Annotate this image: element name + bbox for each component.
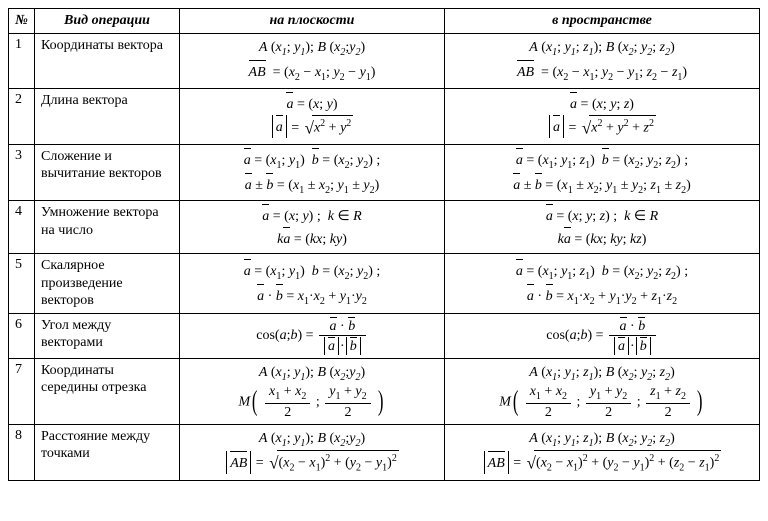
row-op: Координаты вектора bbox=[35, 34, 180, 89]
table-row: 1 Координаты вектора A (x1; y1); B (x2;y… bbox=[9, 34, 760, 89]
row-num: 5 bbox=[9, 254, 35, 314]
table-row: 5 Скалярное произведение векторов a = (x… bbox=[9, 254, 760, 314]
row5-space: a = (x1; y1; z1) b = (x2; y2; z2) ; a · … bbox=[445, 254, 760, 314]
row2-space: a = (x; y; z) a = √x2 + y2 + z2 bbox=[445, 88, 760, 144]
row8-plane: A (x1; y1); B (x2;y2) AB = √(x2 − x1)2 +… bbox=[180, 424, 445, 480]
table-row: 7 Координаты середины отрезка A (x1; y1)… bbox=[9, 358, 760, 424]
row-op: Скалярное произведение векторов bbox=[35, 254, 180, 314]
col-header-num: № bbox=[9, 9, 35, 34]
row4-plane: a = (x; y) ; k ∈ R ka = (kx; ky) bbox=[180, 201, 445, 254]
row7-space: A (x1; y1; z1); B (x2; y2; z2) M( x1 + x… bbox=[445, 358, 760, 424]
table-row: 6 Угол между векторами cos(a;b) = a · b … bbox=[9, 313, 760, 358]
row7-plane: A (x1; y1); B (x2;y2) M( x1 + x22 ; y1 +… bbox=[180, 358, 445, 424]
row8-space: A (x1; y1; z1); B (x2; y2; z2) AB = √(x2… bbox=[445, 424, 760, 480]
table-row: 4 Умножение вектора на число a = (x; y) … bbox=[9, 201, 760, 254]
row-op: Умножение вектора на число bbox=[35, 201, 180, 254]
col-header-op: Вид операции bbox=[35, 9, 180, 34]
col-header-plane: на плоскости bbox=[180, 9, 445, 34]
row-num: 7 bbox=[9, 358, 35, 424]
table-row: 8 Расстояние между точками A (x1; y1); B… bbox=[9, 424, 760, 480]
table-row: 2 Длина вектора a = (x; y) a = √x2 + y2 … bbox=[9, 88, 760, 144]
vector-operations-table: № Вид операции на плоскости в пространст… bbox=[8, 8, 760, 481]
row2-plane: a = (x; y) a = √x2 + y2 bbox=[180, 88, 445, 144]
row-num: 8 bbox=[9, 424, 35, 480]
row4-space: a = (x; y; z) ; k ∈ R ka = (kx; ky; kz) bbox=[445, 201, 760, 254]
row-num: 4 bbox=[9, 201, 35, 254]
row3-plane: a = (x1; y1) b = (x2; y2) ; a ± b = (x1 … bbox=[180, 144, 445, 201]
row6-plane: cos(a;b) = a · b a·b bbox=[180, 313, 445, 358]
table-row: 3 Сложение и вычитание векторов a = (x1;… bbox=[9, 144, 760, 201]
row-num: 3 bbox=[9, 144, 35, 201]
row5-plane: a = (x1; y1) b = (x2; y2) ; a · b = x1·x… bbox=[180, 254, 445, 314]
row-op: Длина вектора bbox=[35, 88, 180, 144]
row1-space: A (x1; y1; z1); B (x2; y2; z2) AB = (x2 … bbox=[445, 34, 760, 89]
row-op: Сложение и вычитание векторов bbox=[35, 144, 180, 201]
row-num: 1 bbox=[9, 34, 35, 89]
col-header-space: в пространстве bbox=[445, 9, 760, 34]
row3-space: a = (x1; y1; z1) b = (x2; y2; z2) ; a ± … bbox=[445, 144, 760, 201]
row-num: 2 bbox=[9, 88, 35, 144]
row-op: Угол между векторами bbox=[35, 313, 180, 358]
row6-space: cos(a;b) = a · b a·b bbox=[445, 313, 760, 358]
row-num: 6 bbox=[9, 313, 35, 358]
row-op: Расстояние между точками bbox=[35, 424, 180, 480]
table-header-row: № Вид операции на плоскости в пространст… bbox=[9, 9, 760, 34]
row1-plane: A (x1; y1); B (x2;y2) AB = (x2 − x1; y2 … bbox=[180, 34, 445, 89]
row-op: Координаты середины отрезка bbox=[35, 358, 180, 424]
